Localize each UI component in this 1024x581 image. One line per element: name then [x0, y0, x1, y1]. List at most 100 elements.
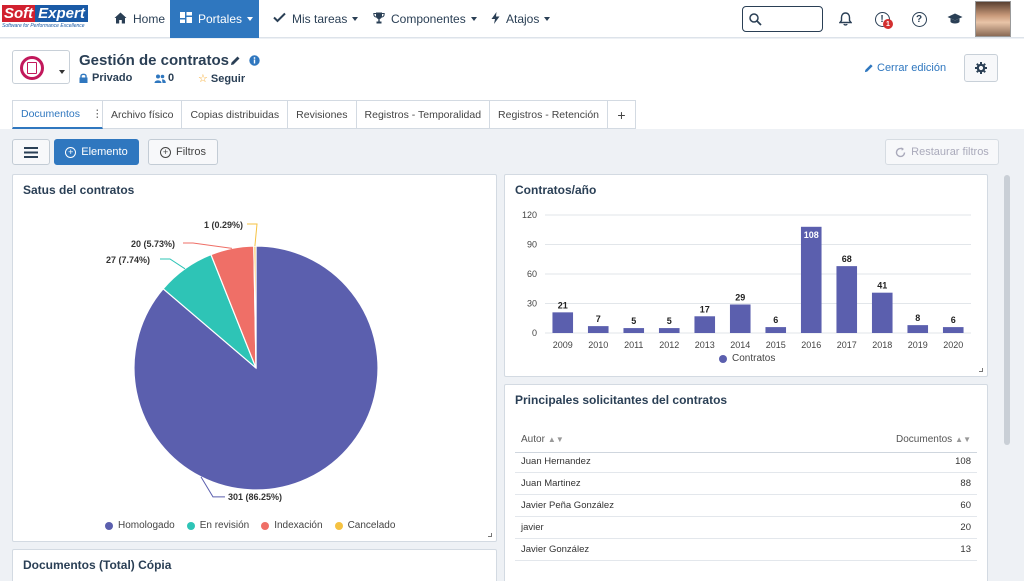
document-icon — [27, 62, 37, 74]
legend-item-en-revision[interactable]: En revisión — [186, 520, 249, 531]
table-row[interactable]: Juan Martinez 88 — [515, 473, 977, 495]
page-title: Gestión de contratos — [79, 52, 230, 69]
contracts-per-year-panel: Contratos/año 0 30 60 90 120 21 2009 7 2010 5 2011… — [504, 174, 988, 377]
bar-data-label: 8 — [915, 313, 920, 323]
x-tick-label: 2018 — [872, 340, 892, 350]
edit-title-button[interactable] — [230, 55, 241, 69]
bar-2017[interactable] — [836, 266, 858, 333]
bar-2014[interactable] — [729, 304, 751, 333]
legend-item-homologado[interactable]: Homologado — [105, 520, 175, 531]
bar-data-label: 5 — [631, 316, 636, 326]
x-tick-label: 2014 — [730, 340, 750, 350]
portal-header: Gestión de contratos Privado 0 ☆ Seguir … — [0, 39, 1024, 129]
vertical-dots-icon[interactable]: ⋮ — [91, 108, 103, 120]
restore-filters-button[interactable]: Restaurar filtros — [885, 139, 999, 165]
tab-registros-retencion[interactable]: Registros - Retención — [490, 100, 609, 129]
nav-componentes[interactable]: Componentes — [363, 0, 477, 38]
portal-icon-selector[interactable] — [12, 50, 70, 84]
settings-button[interactable] — [964, 54, 998, 82]
table-row[interactable]: Juan Hernandez 108 — [515, 451, 977, 473]
x-tick-label: 2013 — [695, 340, 715, 350]
x-tick-label: 2017 — [837, 340, 857, 350]
bar-2015[interactable] — [765, 327, 787, 333]
bar-2009[interactable] — [552, 312, 574, 333]
learning-button[interactable] — [945, 9, 965, 29]
bar-2016[interactable] — [800, 226, 822, 333]
legend-dot — [334, 521, 343, 530]
bar-2013[interactable] — [694, 316, 716, 333]
pie-leader-line — [160, 258, 186, 270]
tab-archivo-fisico[interactable]: Archivo físico — [103, 100, 183, 129]
layout-menu-button[interactable] — [12, 139, 50, 165]
legend-item-cancelado[interactable]: Cancelado — [334, 520, 395, 531]
x-tick-label: 2011 — [624, 340, 643, 350]
tab-revisiones[interactable]: Revisiones — [288, 100, 357, 129]
table-row[interactable]: Javier Peña González 60 — [515, 495, 977, 517]
portal-toolbar: + Elemento + Filtros Restaurar filtros — [0, 129, 1024, 169]
notifications-bell-button[interactable] — [835, 9, 855, 29]
panel-title: Documentos (Total) Cópia — [23, 558, 172, 572]
column-header-autor[interactable]: Autor ▲▼ — [521, 434, 564, 445]
legend-dot — [719, 354, 727, 363]
trophy-icon — [373, 12, 385, 27]
plus-circle-icon: + — [160, 146, 172, 158]
pie-data-label: 301 (86.25%) — [228, 492, 282, 502]
table-row[interactable]: javier 20 — [515, 517, 977, 539]
bar-data-label: 6 — [773, 315, 778, 325]
softexpert-logo[interactable]: Soft Expert Software for Performance Exce… — [2, 5, 98, 35]
bar-2010[interactable] — [587, 326, 609, 333]
panel-title: Contratos/año — [515, 183, 597, 197]
column-header-documentos[interactable]: Documentos ▲▼ — [896, 434, 971, 445]
legend-dot — [105, 521, 113, 530]
panel-title: Principales solicitantes del contratos — [515, 393, 728, 407]
pie-slice-cancelado[interactable] — [253, 245, 257, 369]
star-icon: ☆ — [198, 73, 208, 85]
page-scrollbar[interactable] — [1004, 175, 1010, 445]
resize-handle[interactable] — [488, 533, 492, 537]
sort-icon: ▲▼ — [547, 435, 564, 444]
followers-count[interactable]: 0 — [154, 72, 174, 84]
bar-data-label: 21 — [558, 300, 568, 310]
bar-2011[interactable] — [623, 328, 645, 333]
x-tick-label: 2019 — [908, 340, 928, 350]
panel-title: Satus del contratos — [23, 183, 135, 197]
table-row[interactable]: Javier González 13 — [515, 539, 977, 561]
user-avatar[interactable] — [975, 1, 1011, 37]
legend-item-indexacion[interactable]: Indexación — [261, 520, 323, 531]
pie-leader-line — [183, 242, 233, 249]
add-tab-button[interactable]: + — [608, 100, 637, 129]
bar-2020[interactable] — [942, 327, 964, 333]
pie-data-label: 20 (5.73%) — [131, 239, 175, 249]
tab-copias-distribuidas[interactable]: Copias distribuidas — [182, 100, 289, 129]
search-input[interactable] — [742, 6, 823, 32]
add-element-button[interactable]: + Elemento — [54, 139, 139, 165]
nav-portales[interactable]: Portales — [170, 0, 259, 38]
nav-atajos[interactable]: Atajos — [481, 0, 553, 38]
bar-data-label: 6 — [951, 315, 956, 325]
help-button[interactable]: ? — [909, 9, 929, 29]
home-icon — [114, 12, 127, 27]
legend-item-contratos[interactable]: Contratos — [719, 353, 775, 364]
check-icon — [273, 12, 286, 26]
bar-2018[interactable] — [871, 292, 893, 333]
bar-2012[interactable] — [658, 328, 680, 333]
bar-2019[interactable] — [907, 325, 929, 333]
chevron-down-icon — [470, 17, 477, 21]
resize-handle[interactable] — [979, 368, 983, 372]
y-tick-label: 90 — [527, 240, 537, 250]
nav-mis-tareas[interactable]: Mis tareas — [263, 0, 359, 38]
alerts-button[interactable]: ! 1 — [872, 9, 893, 29]
filters-button[interactable]: + Filtros — [148, 139, 218, 165]
tab-documentos[interactable]: Documentos ⋮ — [12, 100, 103, 129]
sort-icon: ▲▼ — [955, 435, 971, 444]
x-tick-label: 2016 — [801, 340, 821, 350]
close-edit-link[interactable]: Cerrar edición — [864, 62, 946, 74]
pie-data-label: 27 (7.74%) — [106, 255, 150, 265]
nav-home[interactable]: Home — [104, 0, 170, 38]
legend-dot — [261, 521, 270, 530]
info-button[interactable] — [249, 55, 260, 69]
bar-data-label: 17 — [700, 304, 710, 314]
follow-button[interactable]: ☆ Seguir — [198, 72, 246, 86]
tab-registros-temporalidad[interactable]: Registros - Temporalidad — [356, 100, 491, 129]
chevron-down-icon — [247, 17, 254, 21]
